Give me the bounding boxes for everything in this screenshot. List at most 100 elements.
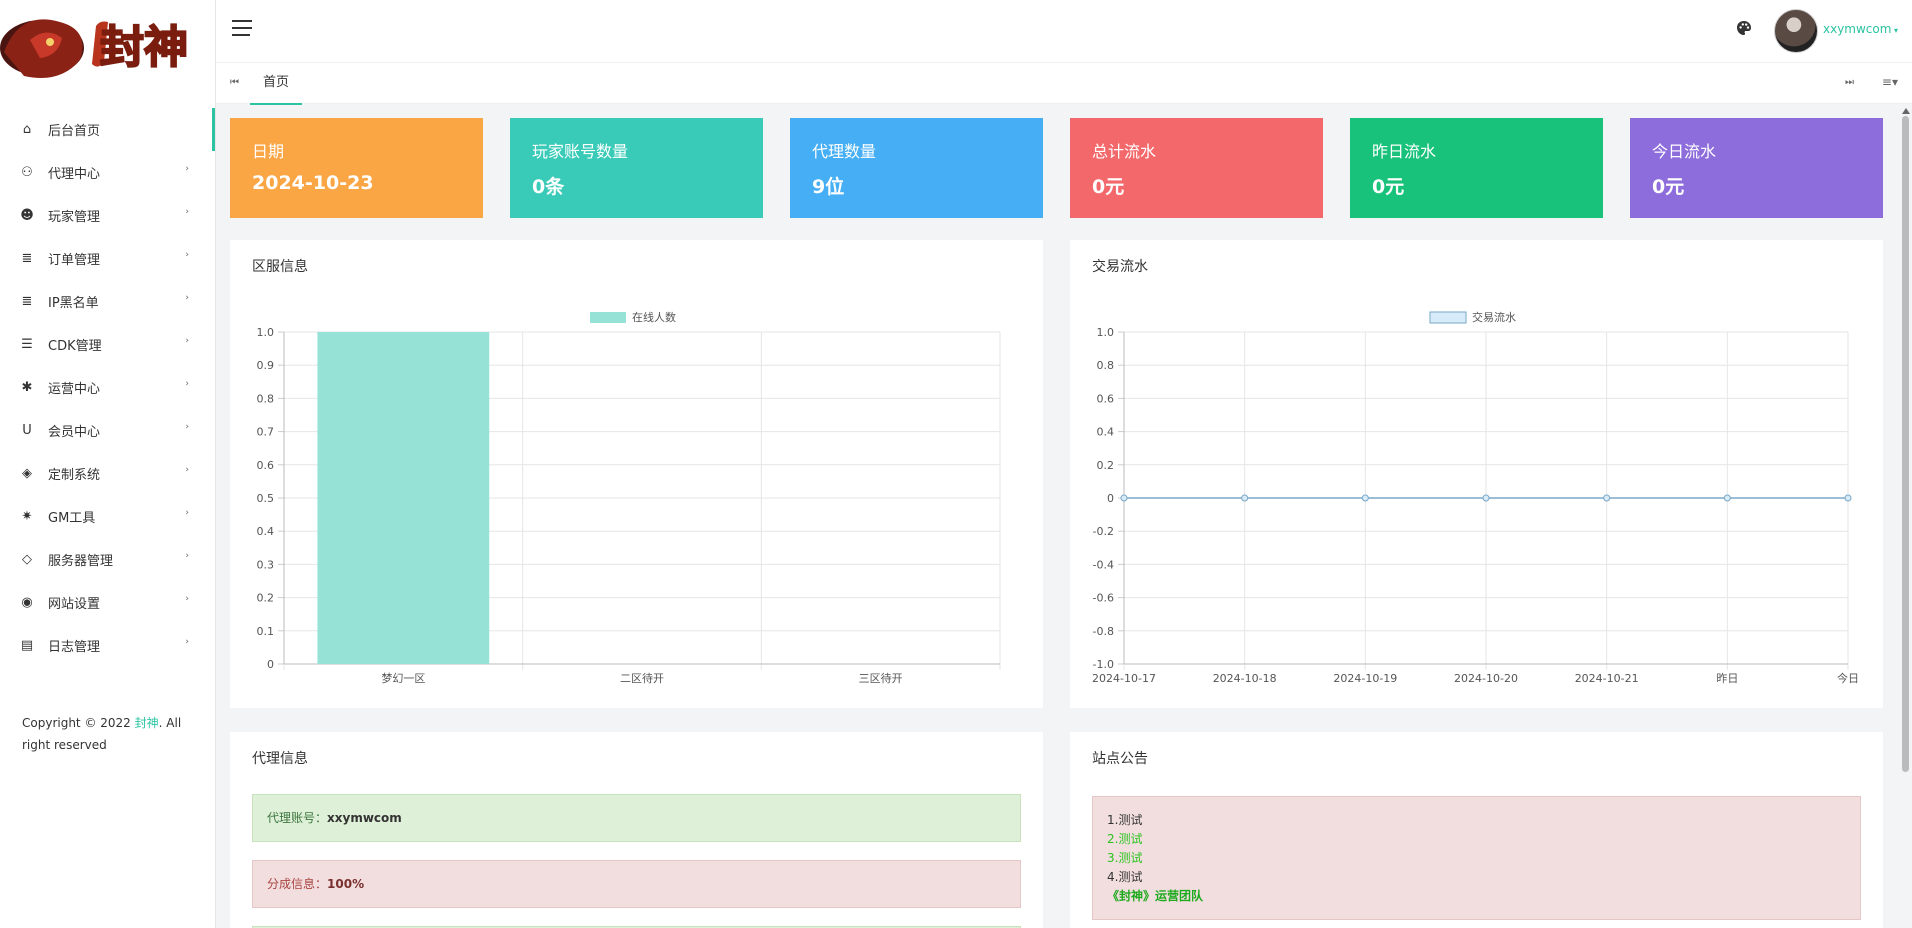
chevron-right-icon: › — [185, 465, 189, 475]
list-icon: ☰ — [21, 337, 33, 352]
notice-line: 2.测试 — [1107, 832, 1143, 846]
users-outline-icon: ⚇ — [21, 165, 33, 180]
y-tick-label: 1.0 — [257, 326, 275, 339]
sidebar: 封神 ⌂ 后台首页 ⚇ 代理中心 › ☻ 玩家管理 › ≣ 订单管理 › ≣ IP黑名单 › ☰ CDK管理 ›… — [0, 0, 216, 928]
chevron-right-icon: › — [185, 207, 189, 217]
scrollbar[interactable] — [1900, 104, 1910, 928]
sidebar-item-label: CDK管理 — [48, 339, 102, 354]
stat-label: 玩家账号数量 — [532, 142, 629, 161]
x-tick-label: 2024-10-18 — [1213, 672, 1277, 685]
scroll-thumb[interactable] — [1902, 116, 1909, 772]
stat-card: 总计流水 0元 — [1070, 118, 1323, 218]
sidebar-item[interactable]: ⌂ 后台首页 — [0, 108, 215, 151]
x-tick-label: 昨日 — [1716, 672, 1738, 685]
scroll-up-arrow-icon[interactable] — [1902, 108, 1910, 114]
agent-share-value: 100% — [327, 877, 365, 891]
data-point[interactable] — [1361, 494, 1369, 502]
database-plus-icon: ≣ — [21, 294, 33, 309]
gear-icon: ✱ — [21, 380, 33, 395]
agent-extra-alert — [252, 926, 1021, 928]
sidebar-item[interactable]: ≣ 订单管理 › — [0, 237, 215, 280]
data-point[interactable] — [1120, 494, 1128, 502]
sidebar-item[interactable]: ◇ 服务器管理 › — [0, 538, 215, 581]
stat-value: 0元 — [1092, 176, 1125, 198]
sidebar-item-label: 网站设置 — [48, 597, 101, 612]
y-tick-label: 0.2 — [257, 592, 275, 605]
sidebar-item[interactable]: ☻ 玩家管理 › — [0, 194, 215, 237]
sidebar-item-label: GM工具 — [48, 511, 96, 526]
y-tick-label: 0.3 — [257, 558, 275, 571]
sidebar-item[interactable]: ▤ 日志管理 › — [0, 624, 215, 667]
chevron-right-icon: › — [185, 551, 189, 561]
stat-label: 昨日流水 — [1372, 142, 1437, 161]
stat-label: 日期 — [252, 142, 285, 161]
chevron-right-icon: › — [185, 637, 189, 647]
chevron-right-icon: › — [185, 379, 189, 389]
tab-home[interactable]: 首页 — [250, 63, 303, 105]
agent-account-value: xxymwcom — [327, 811, 402, 825]
y-tick-label: 0.8 — [1097, 359, 1115, 372]
sidebar-item-label: 日志管理 — [48, 640, 101, 655]
copyright-brand-link[interactable]: 封神 — [134, 716, 159, 730]
user-menu[interactable]: xxymwcom ▾ — [1823, 22, 1898, 36]
data-point[interactable] — [1241, 494, 1249, 502]
sidebar-item[interactable]: U 会员中心 › — [0, 409, 215, 452]
logo[interactable]: 封神 — [0, 0, 215, 100]
stat-value: 0元 — [1372, 176, 1405, 198]
sidebar-item[interactable]: ◈ 定制系统 › — [0, 452, 215, 495]
data-point[interactable] — [1482, 494, 1490, 502]
sidebar-item-label: 后台首页 — [48, 124, 101, 139]
top-header: xxymwcom ▾ — [216, 0, 1912, 62]
y-tick-label: 0.5 — [257, 492, 275, 505]
legend-label: 在线人数 — [632, 310, 676, 324]
tab-bar: ⏮ 首页 ⏭ ≡▾ — [216, 62, 1912, 105]
stat-value: 9位 — [812, 176, 845, 198]
agent-share-alert: 分成信息：100% — [252, 860, 1021, 908]
avatar[interactable] — [1774, 9, 1818, 53]
y-tick-label: -0.8 — [1093, 625, 1114, 638]
site-notice-panel: 站点公告 1.测试 2.测试 3.测试 4.测试 《封神》运营团队 — [1070, 732, 1883, 928]
database-icon: ≣ — [21, 251, 33, 266]
x-tick-label: 2024-10-17 — [1092, 672, 1156, 685]
stat-card: 昨日流水 0元 — [1350, 118, 1603, 218]
gem-icon: ◇ — [22, 552, 32, 567]
sidebar-item[interactable]: ☰ CDK管理 › — [0, 323, 215, 366]
sidebar-item-label: IP黑名单 — [48, 296, 99, 311]
data-point[interactable] — [1844, 494, 1852, 502]
y-tick-label: -0.4 — [1093, 558, 1114, 571]
x-tick-label: 2024-10-19 — [1333, 672, 1397, 685]
bug-icon: ✷ — [21, 509, 33, 524]
y-tick-label: 0.1 — [257, 625, 275, 638]
palette-icon[interactable] — [1736, 20, 1752, 36]
sidebar-item[interactable]: ✷ GM工具 › — [0, 495, 215, 538]
stat-card: 玩家账号数量 0条 — [510, 118, 763, 218]
y-tick-label: 0 — [1107, 492, 1114, 505]
sidebar-item[interactable]: ⚇ 代理中心 › — [0, 151, 215, 194]
menu-toggle-icon[interactable] — [232, 20, 252, 36]
magnet-icon: U — [22, 423, 32, 438]
data-point[interactable] — [1723, 494, 1731, 502]
trade-line-chart: 交易流水 1.0 0.8 0.6 0.4 0.2 0 -0.2 -0.4 -0.6 -0.8 -1.0… — [1092, 310, 1859, 685]
tab-next-icon[interactable]: ⏭ — [1845, 77, 1854, 88]
chevron-right-icon: › — [185, 422, 189, 432]
bar[interactable] — [317, 332, 490, 664]
logo-image: 封神 — [0, 19, 189, 78]
y-tick-label: -0.2 — [1093, 525, 1114, 538]
sidebar-item[interactable]: ✱ 运营中心 › — [0, 366, 215, 409]
diamond-grid-icon: ◈ — [22, 466, 32, 481]
copyright-prefix: Copyright © 2022 — [22, 716, 135, 730]
globe-icon: ◉ — [21, 595, 33, 610]
y-tick-label: 0.7 — [257, 426, 275, 439]
chevron-right-icon: › — [185, 594, 189, 604]
sidebar-item[interactable]: ◉ 网站设置 › — [0, 581, 215, 624]
tab-options-icon[interactable]: ≡▾ — [1881, 75, 1898, 89]
chevron-right-icon: › — [185, 508, 189, 518]
agent-info-panel: 代理信息 代理账号：xxymwcom 分成信息：100% — [230, 732, 1043, 928]
notice-line: 3.测试 — [1107, 851, 1143, 865]
legend-swatch — [1429, 311, 1467, 324]
site-notice-title: 站点公告 — [1092, 751, 1148, 767]
tab-prev-icon[interactable]: ⏮ — [230, 77, 239, 88]
sidebar-item[interactable]: ≣ IP黑名单 › — [0, 280, 215, 323]
sidebar-item-label: 订单管理 — [48, 253, 101, 268]
data-point[interactable] — [1603, 494, 1611, 502]
